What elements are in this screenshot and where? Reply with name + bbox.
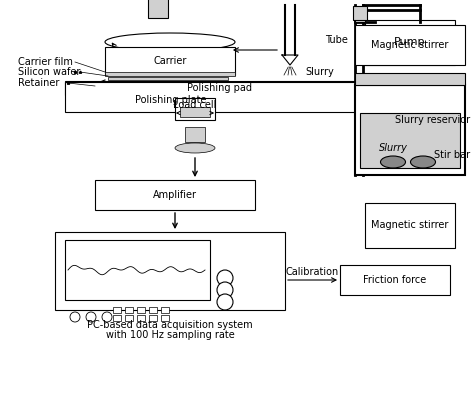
FancyBboxPatch shape — [355, 73, 465, 85]
FancyBboxPatch shape — [340, 265, 450, 295]
FancyBboxPatch shape — [353, 6, 367, 20]
FancyBboxPatch shape — [355, 85, 465, 175]
FancyBboxPatch shape — [65, 81, 375, 95]
FancyBboxPatch shape — [65, 240, 210, 300]
Text: Retainer: Retainer — [18, 78, 59, 88]
Text: Friction force: Friction force — [364, 275, 427, 285]
FancyBboxPatch shape — [355, 14, 365, 22]
FancyBboxPatch shape — [108, 77, 228, 80]
Text: Magnetic stirrer: Magnetic stirrer — [371, 40, 449, 50]
FancyBboxPatch shape — [55, 232, 285, 310]
Text: Carrier film: Carrier film — [18, 57, 73, 67]
Text: with 100 Hz sampling rate: with 100 Hz sampling rate — [106, 330, 234, 340]
FancyBboxPatch shape — [185, 127, 205, 142]
Circle shape — [217, 270, 233, 286]
FancyBboxPatch shape — [105, 47, 235, 75]
FancyBboxPatch shape — [113, 315, 121, 321]
FancyBboxPatch shape — [365, 203, 455, 248]
Text: Polishing pad: Polishing pad — [188, 83, 253, 93]
Text: PC-based data acquisition system: PC-based data acquisition system — [87, 320, 253, 330]
FancyBboxPatch shape — [365, 20, 455, 65]
FancyBboxPatch shape — [137, 315, 145, 321]
Circle shape — [102, 312, 112, 322]
Ellipse shape — [381, 156, 405, 168]
FancyBboxPatch shape — [125, 315, 133, 321]
FancyBboxPatch shape — [149, 307, 157, 313]
FancyBboxPatch shape — [95, 180, 255, 210]
Text: Tube: Tube — [325, 35, 348, 45]
FancyBboxPatch shape — [105, 72, 235, 76]
FancyBboxPatch shape — [175, 98, 215, 120]
FancyBboxPatch shape — [180, 107, 210, 117]
Text: Slurry reservior: Slurry reservior — [395, 115, 470, 125]
FancyBboxPatch shape — [113, 307, 121, 313]
Text: Stir bar: Stir bar — [434, 150, 470, 160]
Text: Silicon wafer: Silicon wafer — [18, 67, 81, 77]
FancyBboxPatch shape — [65, 82, 375, 112]
Text: Calibration: Calibration — [285, 267, 338, 277]
FancyBboxPatch shape — [125, 307, 133, 313]
FancyBboxPatch shape — [355, 25, 465, 65]
Text: Load cell: Load cell — [173, 100, 217, 110]
FancyBboxPatch shape — [161, 315, 169, 321]
Text: Slurry: Slurry — [379, 143, 408, 153]
Circle shape — [217, 294, 233, 310]
Ellipse shape — [175, 143, 215, 153]
Text: Magnetic stirrer: Magnetic stirrer — [371, 220, 449, 230]
FancyBboxPatch shape — [149, 315, 157, 321]
Text: Amplifier: Amplifier — [153, 190, 197, 200]
FancyBboxPatch shape — [137, 307, 145, 313]
Text: Pump: Pump — [394, 37, 426, 47]
Ellipse shape — [410, 156, 436, 168]
Text: Carrier: Carrier — [153, 56, 187, 66]
Circle shape — [86, 312, 96, 322]
Circle shape — [217, 282, 233, 298]
Circle shape — [70, 312, 80, 322]
FancyBboxPatch shape — [360, 113, 460, 168]
FancyBboxPatch shape — [148, 0, 168, 18]
Text: Polishing plate: Polishing plate — [135, 95, 207, 105]
FancyBboxPatch shape — [161, 307, 169, 313]
Text: Slurry: Slurry — [305, 67, 334, 77]
